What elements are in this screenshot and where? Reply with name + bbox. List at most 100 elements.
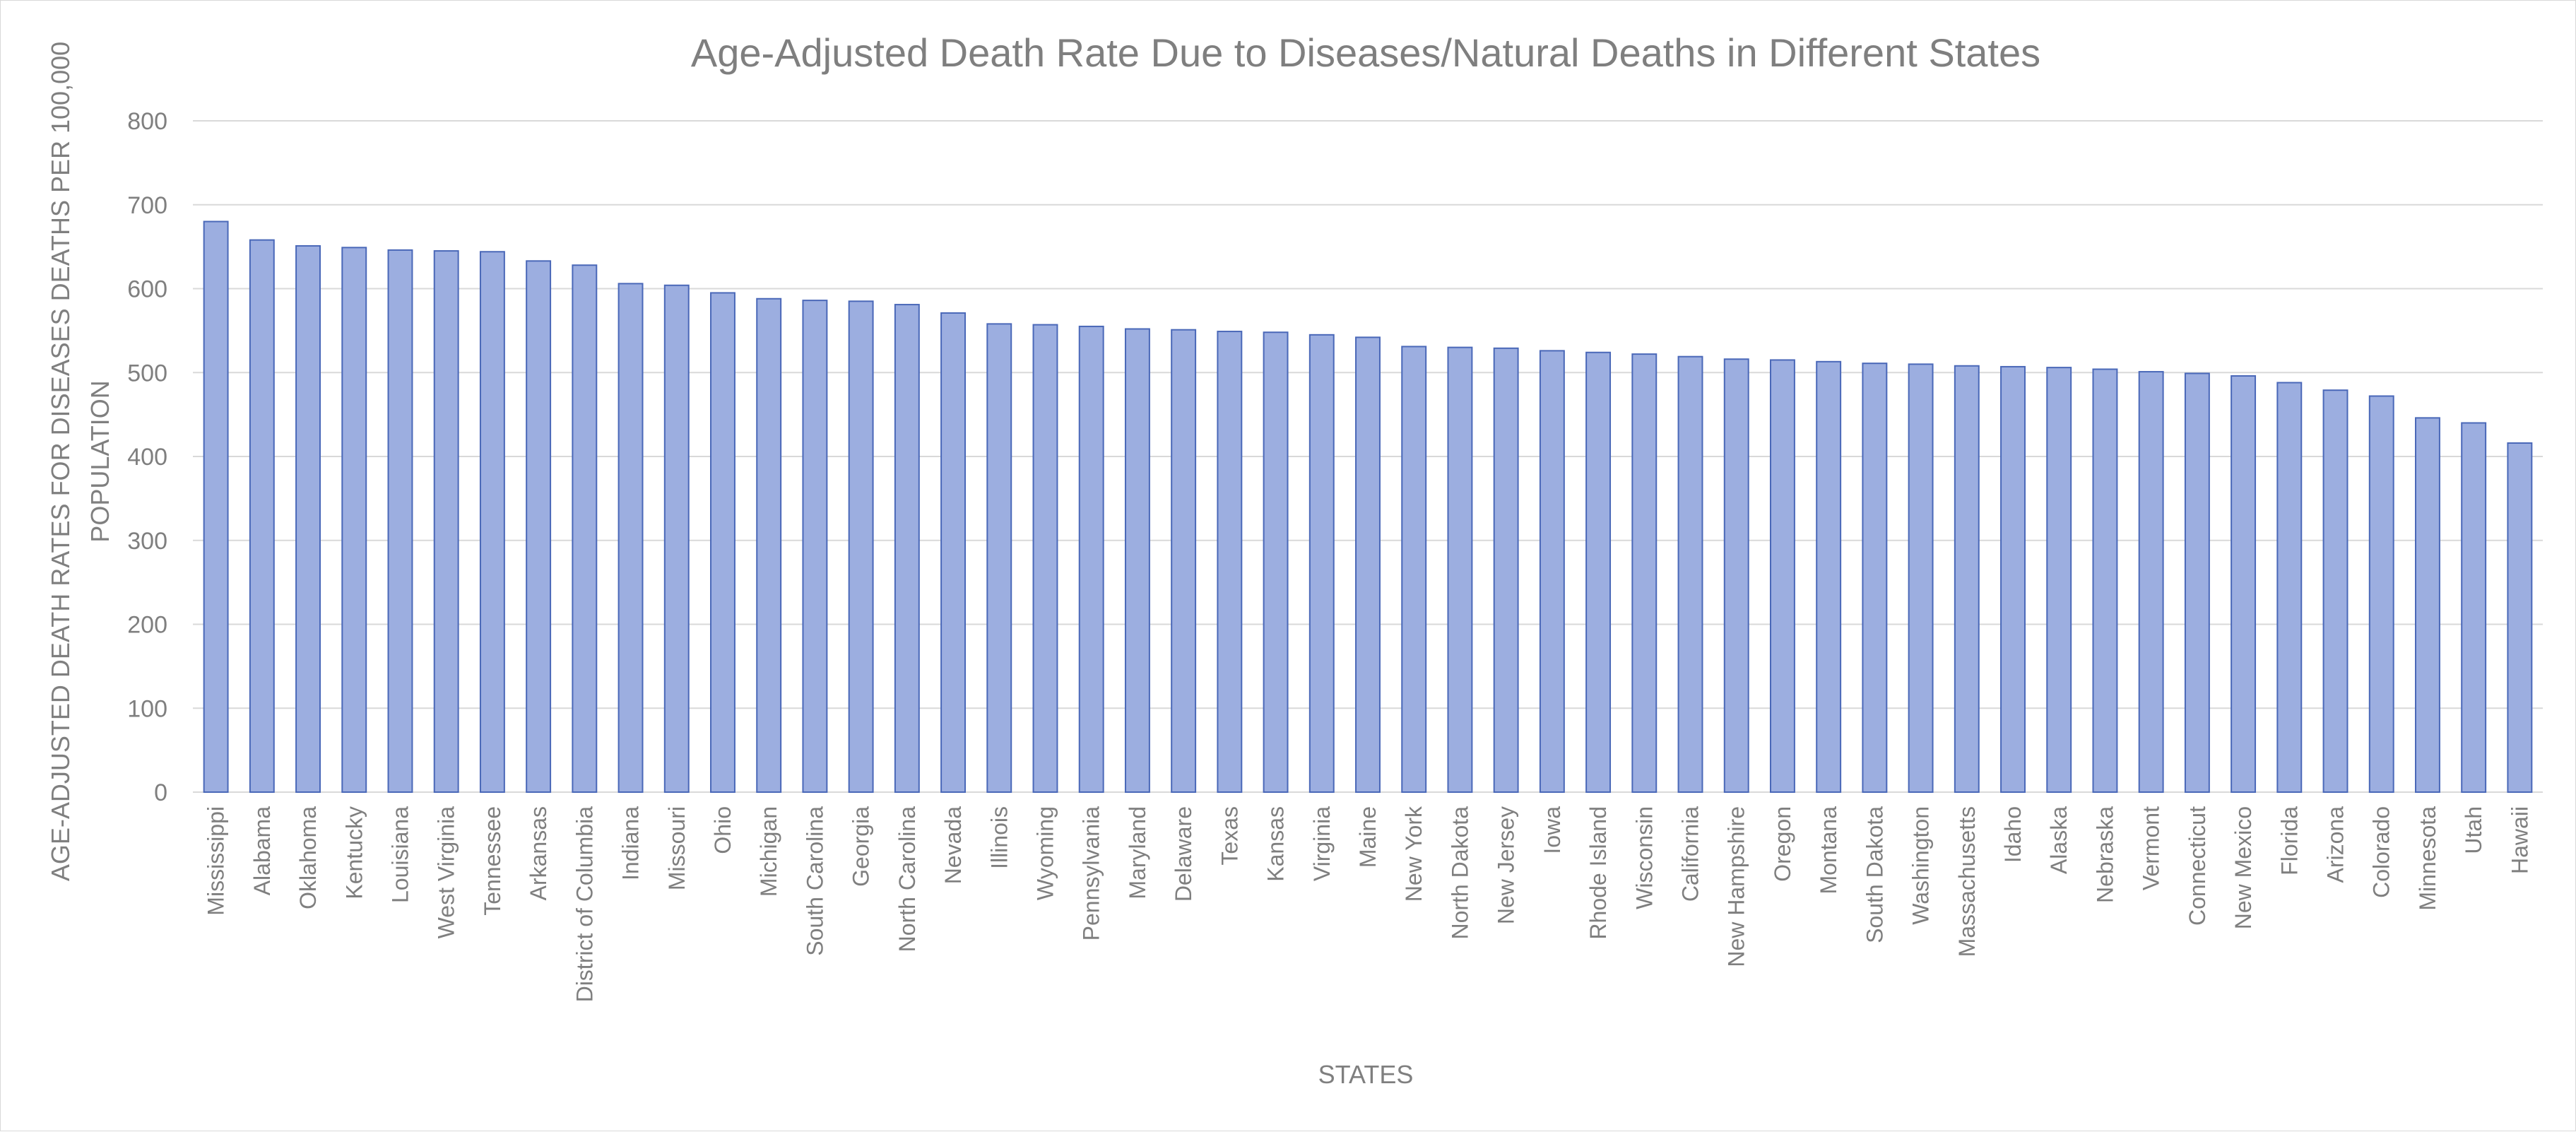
x-category-label-wisconsin: Wisconsin: [1631, 806, 1657, 909]
bar-idaho: [2000, 365, 2026, 793]
y-axis-tick-labels: 0 100 200 300 400 500 600 700 800: [127, 108, 167, 806]
bar-massachusetts: [1954, 365, 1980, 793]
bar-wyoming: [1032, 324, 1058, 793]
bar-hawaii: [2507, 442, 2533, 793]
y-tick-label-100: 100: [127, 695, 167, 722]
x-category-label-nebraska: Nebraska: [2092, 806, 2117, 903]
bar-new-mexico: [2231, 375, 2257, 793]
bar-vermont: [2138, 371, 2164, 793]
x-category-label-south-dakota: South Dakota: [1862, 806, 1887, 943]
x-category-label-illinois: Illinois: [986, 806, 1012, 869]
x-category-label-south-carolina: South Carolina: [802, 806, 827, 956]
x-category-label-mississippi: Mississippi: [203, 806, 229, 916]
bar-georgia: [848, 300, 874, 793]
bar-florida: [2276, 382, 2303, 793]
bar-arizona: [2322, 389, 2348, 793]
x-category-label-louisiana: Louisiana: [387, 806, 413, 903]
x-category-label-delaware: Delaware: [1171, 806, 1196, 902]
x-category-label-california: California: [1678, 806, 1703, 902]
y-axis-title: AGE-ADJUSTED DEATH RATES FOR DISEASES DE…: [46, 42, 114, 881]
bar-colorado: [2368, 395, 2394, 793]
bar-alabama: [249, 239, 275, 793]
bar-delaware: [1171, 329, 1197, 793]
bar-nevada: [940, 312, 967, 793]
chart-title: Age-Adjusted Death Rate Due to Diseases/…: [691, 30, 2040, 75]
y-tick-label-800: 800: [127, 108, 167, 135]
bar-oregon: [1769, 359, 1795, 793]
x-category-label-missouri: Missouri: [664, 806, 690, 890]
bar-pennsylvania: [1078, 325, 1104, 793]
x-category-label-minnesota: Minnesota: [2415, 806, 2440, 911]
x-category-label-west-virginia: West Virginia: [434, 806, 459, 939]
bar-ohio: [710, 292, 735, 793]
x-category-label-iowa: Iowa: [1540, 806, 1565, 854]
bar-indiana: [618, 283, 644, 793]
x-category-label-oregon: Oregon: [1770, 806, 1795, 882]
x-category-label-new-jersey: New Jersey: [1494, 806, 1519, 924]
x-category-label-district-of-columbia: District of Columbia: [572, 806, 597, 1003]
x-category-label-new-hampshire: New Hampshire: [1724, 806, 1749, 967]
y-tick-label-700: 700: [127, 192, 167, 219]
bar-connecticut: [2184, 372, 2210, 793]
bar-california: [1677, 355, 1703, 793]
x-category-label-colorado: Colorado: [2369, 806, 2394, 898]
x-category-label-arizona: Arizona: [2323, 806, 2348, 883]
x-category-label-hawaii: Hawaii: [2507, 806, 2532, 874]
y-tick-label-300: 300: [127, 528, 167, 555]
bars: [203, 220, 2533, 793]
bar-kentucky: [341, 247, 367, 793]
bar-texas: [1217, 331, 1243, 793]
bar-rhode-island: [1585, 351, 1612, 793]
y-tick-label-500: 500: [127, 360, 167, 387]
bar-arkansas: [526, 260, 552, 793]
bar-virginia: [1308, 334, 1335, 793]
bar-louisiana: [387, 249, 413, 793]
x-category-label-vermont: Vermont: [2139, 806, 2164, 890]
x-category-label-florida: Florida: [2276, 806, 2302, 875]
x-category-label-texas: Texas: [1217, 806, 1242, 866]
bar-missouri: [663, 284, 690, 793]
x-category-label-montana: Montana: [1816, 806, 1841, 895]
y-tick-label-400: 400: [127, 444, 167, 471]
bar-maryland: [1124, 328, 1150, 793]
x-category-label-kentucky: Kentucky: [341, 806, 367, 900]
bar-iowa: [1539, 350, 1565, 793]
x-category-label-utah: Utah: [2461, 806, 2486, 854]
x-category-label-maryland: Maryland: [1125, 806, 1150, 900]
x-category-label-arkansas: Arkansas: [526, 806, 551, 900]
bar-maine: [1355, 336, 1381, 793]
x-axis-category-labels: Mississippi Alabama Oklahoma Kentucky Louisi…: [203, 806, 2533, 1002]
x-category-label-north-dakota: North Dakota: [1447, 806, 1472, 940]
bar-michigan: [756, 297, 782, 793]
x-category-label-idaho: Idaho: [2000, 806, 2026, 863]
y-tick-label-0: 0: [154, 779, 167, 806]
x-category-label-michigan: Michigan: [756, 806, 781, 897]
bar-washington: [1908, 363, 1934, 793]
x-category-label-washington: Washington: [1908, 806, 1934, 925]
x-category-label-rhode-island: Rhode Island: [1585, 806, 1611, 940]
bar-north-dakota: [1447, 346, 1473, 793]
x-category-label-massachusetts: Massachusetts: [1954, 806, 1980, 957]
x-category-label-nevada: Nevada: [940, 806, 966, 885]
bar-south-carolina: [802, 300, 828, 793]
x-category-label-connecticut: Connecticut: [2185, 806, 2210, 926]
bar-mississippi: [203, 220, 229, 793]
bar-nebraska: [2092, 368, 2118, 793]
bar-west-virginia: [433, 250, 459, 793]
x-axis-title: STATES: [1318, 1060, 1414, 1089]
y-tick-label-200: 200: [127, 612, 167, 639]
bar-oklahoma: [295, 244, 321, 793]
y-axis-title-line-2: POPULATION: [85, 380, 114, 542]
x-category-label-georgia: Georgia: [849, 806, 874, 887]
bar-wisconsin: [1631, 353, 1658, 793]
bar-montana: [1816, 360, 1842, 793]
x-category-label-new-mexico: New Mexico: [2231, 806, 2256, 929]
x-category-label-kansas: Kansas: [1263, 806, 1289, 882]
bar-alaska: [2046, 367, 2072, 793]
x-category-label-ohio: Ohio: [710, 806, 735, 854]
x-category-label-maine: Maine: [1355, 806, 1381, 868]
x-category-label-alaska: Alaska: [2046, 806, 2072, 874]
x-category-label-virginia: Virginia: [1309, 806, 1335, 881]
x-category-label-oklahoma: Oklahoma: [295, 806, 321, 909]
